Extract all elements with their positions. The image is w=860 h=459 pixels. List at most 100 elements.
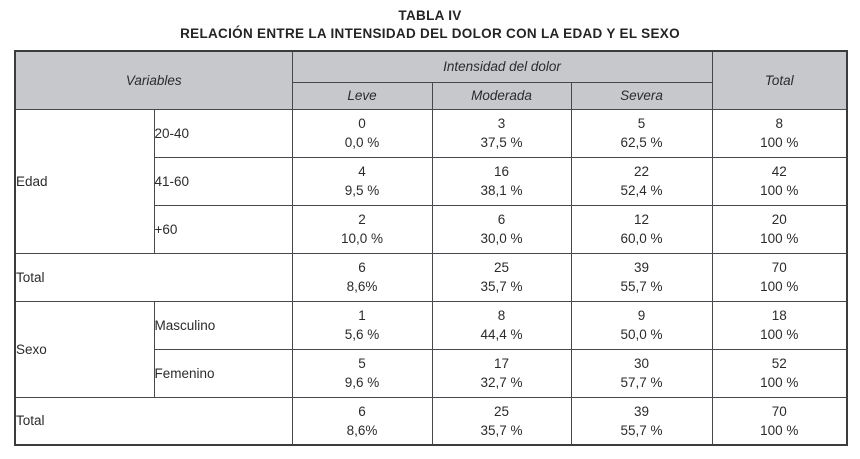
data-cell: 5 62,5 % xyxy=(570,108,713,158)
data-cell: 22 52,4 % xyxy=(570,156,713,206)
row-label: Femenino xyxy=(153,348,293,398)
data-cell: 18 100 % xyxy=(711,300,848,350)
header-variables: Variables xyxy=(14,50,293,110)
cell-percent: 5,6 % xyxy=(344,327,380,342)
data-cell: 5 9,6 % xyxy=(291,348,433,398)
cell-percent: 52,4 % xyxy=(620,183,663,198)
cell-percent: 100 % xyxy=(760,279,799,294)
data-cell: 17 32,7 % xyxy=(431,348,572,398)
cell-percent: 9,6 % xyxy=(344,375,380,390)
header-moderada: Moderada xyxy=(431,81,572,110)
table-caption: TABLA IV RELACIÓN ENTRE LA INTENSIDAD DE… xyxy=(0,0,860,43)
data-cell: 2 10,0 % xyxy=(291,204,433,254)
cell-count: 0 xyxy=(358,116,366,131)
cell-count: 8 xyxy=(775,116,784,131)
total-label: Total xyxy=(14,252,293,302)
cell-count: 52 xyxy=(771,356,787,371)
cell-count: 6 xyxy=(358,403,366,419)
cell-count: 20 xyxy=(771,212,787,227)
cell-percent: 9,5 % xyxy=(344,183,380,198)
cell-count: 5 xyxy=(358,356,366,371)
cell-percent: 8,6% xyxy=(346,422,378,438)
cell-percent: 44,4 % xyxy=(480,327,523,342)
data-cell: 4 9,5 % xyxy=(291,156,433,206)
cell-count: 70 xyxy=(771,260,787,275)
data-cell: 9 50,0 % xyxy=(570,300,713,350)
cell-percent: 35,7 % xyxy=(480,422,523,438)
data-cell: 52 100 % xyxy=(711,348,848,398)
group-label-sexo: Sexo xyxy=(14,300,155,398)
cell-count: 18 xyxy=(771,308,787,323)
data-cell: 6 8,6% xyxy=(291,396,433,446)
header-leve: Leve xyxy=(291,81,433,110)
cell-count: 16 xyxy=(493,164,510,179)
group-label-edad: Edad xyxy=(14,108,155,254)
cell-percent: 100 % xyxy=(760,231,799,246)
table-title: TABLA IV xyxy=(398,8,462,23)
cell-percent: 0,0 % xyxy=(344,135,380,150)
data-cell: 70 100 % xyxy=(711,252,848,302)
row-label: 20-40 xyxy=(153,108,293,158)
cell-count: 25 xyxy=(493,260,510,275)
table-row-edad-41-60: 41-60 4 9,5 % 16 38,1 % 22 52,4 % 42 100 % xyxy=(15,156,848,206)
cell-percent: 37,5 % xyxy=(480,135,523,150)
cell-count: 6 xyxy=(497,212,506,227)
cell-percent: 38,1 % xyxy=(480,183,523,198)
data-cell: 8 44,4 % xyxy=(431,300,572,350)
header-total: Total xyxy=(711,50,848,110)
cell-percent: 55,7 % xyxy=(620,422,663,438)
data-cell: 20 100 % xyxy=(711,204,848,254)
cell-percent: 30,0 % xyxy=(480,231,523,246)
cell-count: 12 xyxy=(633,212,650,227)
cell-count: 17 xyxy=(493,356,510,371)
data-cell: 39 55,7 % xyxy=(570,396,713,446)
cell-count: 3 xyxy=(497,116,506,131)
table-row-edad-20-40: Edad 20-40 0 0,0 % 3 37,5 % 5 62,5 % 8 100 % xyxy=(14,108,848,254)
cell-count: 39 xyxy=(633,403,650,419)
table-subtitle: RELACIÓN ENTRE LA INTENSIDAD DEL DOLOR C… xyxy=(180,26,680,41)
row-label: Masculino xyxy=(153,300,293,350)
data-cell: 42 100 % xyxy=(711,156,848,206)
cell-percent: 100 % xyxy=(760,422,799,438)
cell-count: 25 xyxy=(493,403,510,419)
data-cell: 25 35,7 % xyxy=(431,396,572,446)
cell-count: 8 xyxy=(497,308,506,323)
cell-percent: 32,7 % xyxy=(480,375,523,390)
table-row-edad-total: Total 6 8,6% 25 35,7 % 39 55,7 % 70 100 % xyxy=(14,252,848,302)
cell-count: 39 xyxy=(633,260,650,275)
table-row-sexo-masculino: Sexo Masculino 1 5,6 % 8 44,4 % 9 50,0 % 18… xyxy=(14,300,848,398)
data-cell: 25 35,7 % xyxy=(431,252,572,302)
row-label: 41-60 xyxy=(153,156,293,206)
cell-percent: 60,0 % xyxy=(620,231,663,246)
cell-percent: 100 % xyxy=(760,327,799,342)
cell-count: 5 xyxy=(637,116,646,131)
tabla-iv: Variables Intensidad del dolor Total Lev… xyxy=(14,50,849,446)
cell-count: 6 xyxy=(358,260,366,275)
cell-percent: 8,6% xyxy=(346,279,378,294)
cell-percent: 100 % xyxy=(760,375,799,390)
data-cell: 70 100 % xyxy=(711,396,848,446)
data-cell: 16 38,1 % xyxy=(431,156,572,206)
cell-count: 42 xyxy=(771,164,787,179)
data-cell: 0 0,0 % xyxy=(291,108,433,158)
cell-count: 4 xyxy=(358,164,366,179)
cell-count: 1 xyxy=(358,308,366,323)
cell-percent: 62,5 % xyxy=(620,135,663,150)
data-cell: 1 5,6 % xyxy=(291,300,433,350)
header-row-levels: Leve Moderada Severa xyxy=(15,81,847,110)
table-row-sexo-total: Total 6 8,6% 25 35,7 % 39 55,7 % 70 100 % xyxy=(14,396,848,446)
cell-count: 30 xyxy=(633,356,650,371)
header-intensidad-del-dolor: Intensidad del dolor xyxy=(291,50,713,83)
cell-percent: 57,7 % xyxy=(620,375,663,390)
cell-percent: 100 % xyxy=(760,183,799,198)
row-label: +60 xyxy=(153,204,293,254)
cell-count: 2 xyxy=(358,212,366,227)
cell-percent: 100 % xyxy=(760,135,799,150)
data-cell: 8 100 % xyxy=(711,108,848,158)
cell-percent: 50,0 % xyxy=(620,327,663,342)
cell-count: 70 xyxy=(771,403,787,419)
header-row-top: Variables Intensidad del dolor Total xyxy=(14,50,848,110)
data-cell: 39 55,7 % xyxy=(570,252,713,302)
cell-percent: 10,0 % xyxy=(340,231,384,246)
